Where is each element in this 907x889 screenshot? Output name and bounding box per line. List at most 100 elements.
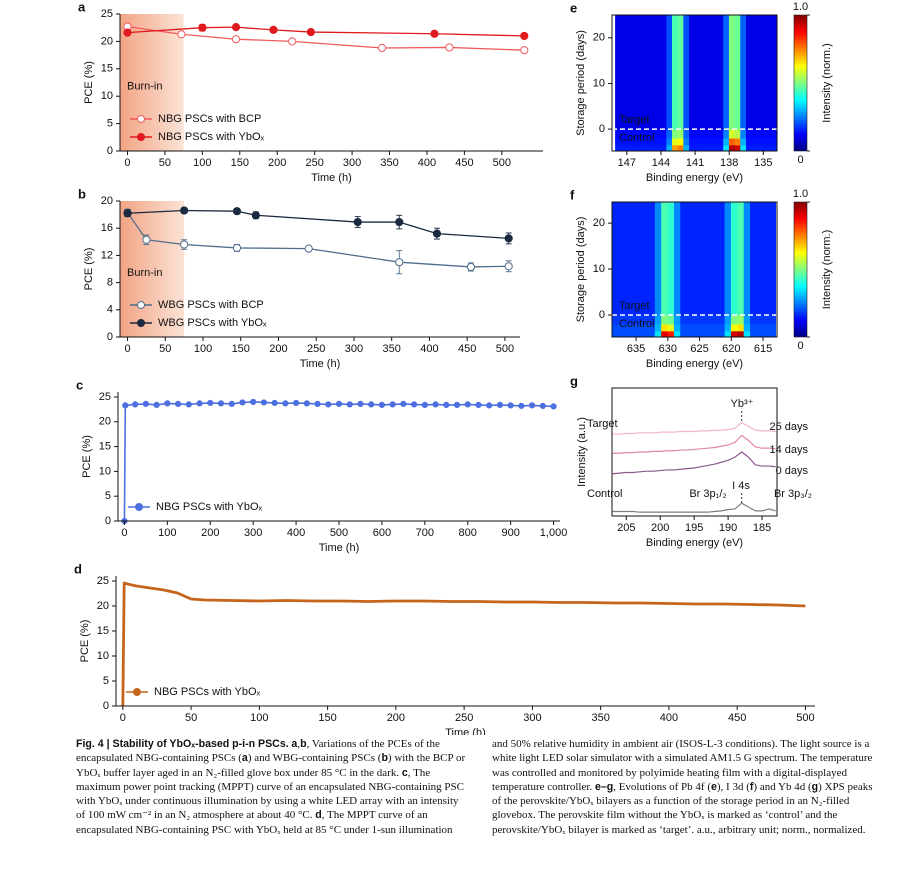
y-tick-label: 5 xyxy=(103,675,109,687)
data-point xyxy=(282,400,289,407)
heatmap-cell xyxy=(706,128,713,139)
data-point xyxy=(292,399,300,407)
figure-caption: Fig. 4 | Stability of YbOₓ-based p-i-n P… xyxy=(76,737,882,887)
y-tick-label: 10 xyxy=(97,650,109,662)
heatmap-cell xyxy=(623,202,631,316)
y-tick-label: 15 xyxy=(101,63,113,75)
data-point xyxy=(142,400,149,408)
heatmap-cell xyxy=(635,314,643,325)
data-point xyxy=(251,211,260,220)
heatmap-cell xyxy=(756,323,764,332)
caption-text: , xyxy=(297,738,301,750)
heatmap-cell xyxy=(635,202,643,316)
panel-6: g Control 0 days 14 days 25 days Target Yb³⁺ I … xyxy=(570,373,812,548)
heatmap-cell xyxy=(626,128,633,139)
data-point xyxy=(304,244,313,253)
heatmap-cell xyxy=(723,144,730,151)
heatmap-cell xyxy=(717,144,724,151)
heatmap-cell xyxy=(626,137,633,146)
heatmap-cell xyxy=(643,128,650,139)
heatmap-cell xyxy=(780,129,786,139)
series-label: 14 days xyxy=(769,444,808,456)
heatmap-cell xyxy=(699,314,707,325)
data-point xyxy=(132,401,139,408)
x-tick-label: 0 xyxy=(120,712,126,724)
caption-text: c xyxy=(401,766,408,779)
heatmap-cell xyxy=(654,15,662,130)
heatmap-cell xyxy=(780,138,786,145)
heatmap-cell xyxy=(711,15,719,130)
data-point xyxy=(357,400,364,408)
x-tick-label: 0 xyxy=(121,527,127,539)
x-axis-label: Binding energy (eV) xyxy=(646,172,743,184)
y-axis-label: PCE (%) xyxy=(83,248,95,291)
data-point xyxy=(520,31,529,41)
y-axis-label: PCE (%) xyxy=(83,61,95,104)
burn-in-region xyxy=(120,201,185,337)
data-point xyxy=(271,399,278,407)
heatmap-cell xyxy=(769,202,777,316)
colorbar-tick-label: 0 xyxy=(797,154,803,166)
caption-text: a xyxy=(291,738,298,750)
x-tick-label: 185 xyxy=(753,522,771,534)
heatmap-cell xyxy=(677,137,684,146)
data-point xyxy=(378,401,386,408)
heatmap-cell xyxy=(673,314,681,325)
heatmap-cell xyxy=(692,330,700,337)
heatmap-cell xyxy=(635,330,643,337)
heatmap-cell xyxy=(612,202,618,316)
heatmap-cell xyxy=(774,15,777,130)
heatmap-cell xyxy=(661,330,669,337)
heatmap-cell xyxy=(728,128,736,139)
heatmap-cell xyxy=(612,330,618,337)
panel-5: f Target Control 1.0 0 Intensity (norm.) 635 63… xyxy=(570,187,833,369)
data-point xyxy=(123,209,132,218)
heatmap-cell xyxy=(762,314,770,325)
heatmap-cell xyxy=(637,144,645,151)
heatmap-cell xyxy=(689,144,696,151)
caption-text: a xyxy=(241,752,248,765)
x-tick-label: 300 xyxy=(343,157,361,169)
x-axis-label: Binding energy (eV) xyxy=(646,358,743,370)
series-line xyxy=(127,212,509,268)
data-point xyxy=(288,37,297,46)
x-tick-label: 200 xyxy=(651,522,669,534)
heatmap-cell xyxy=(706,15,713,130)
data-point xyxy=(232,243,242,253)
heatmap-cell xyxy=(686,323,694,332)
data-point xyxy=(231,35,241,44)
x-tick-label: 300 xyxy=(523,712,541,724)
data-point xyxy=(303,400,310,407)
heatmap-cell xyxy=(728,137,736,146)
heatmap-cell xyxy=(768,144,776,151)
heatmap-cell xyxy=(689,15,696,130)
heatmap-cell xyxy=(740,137,747,146)
heatmap-cell xyxy=(654,323,662,332)
burn-in-region xyxy=(120,14,184,151)
heatmap-cell xyxy=(654,314,662,325)
heatmap-cell xyxy=(661,202,669,316)
x-axis-label: Time (h) xyxy=(311,172,352,184)
heatmap-cell xyxy=(666,15,673,130)
y-tick-label: 20 xyxy=(593,32,605,44)
y-tick-label: 10 xyxy=(101,90,113,102)
x-tick-label: 50 xyxy=(159,157,171,169)
x-tick-label: 500 xyxy=(796,712,814,724)
data-point xyxy=(260,399,268,406)
heatmap-cell xyxy=(637,15,645,130)
data-point xyxy=(250,398,257,406)
data-point xyxy=(504,262,513,271)
colorbar-tick-label: 1.0 xyxy=(793,188,808,200)
heatmap-cell xyxy=(642,323,650,332)
data-point xyxy=(177,30,186,39)
y-tick-label: 4 xyxy=(107,304,113,316)
heatmap-cell xyxy=(672,128,679,139)
panel-label: d xyxy=(74,561,82,576)
y-tick-label: 20 xyxy=(101,195,113,207)
x-tick-label: 200 xyxy=(269,343,287,355)
heatmap-cell xyxy=(637,137,645,146)
caption-text: , Evolutions of Pb 4f ( xyxy=(613,780,711,793)
y-tick-label: 25 xyxy=(99,391,111,403)
